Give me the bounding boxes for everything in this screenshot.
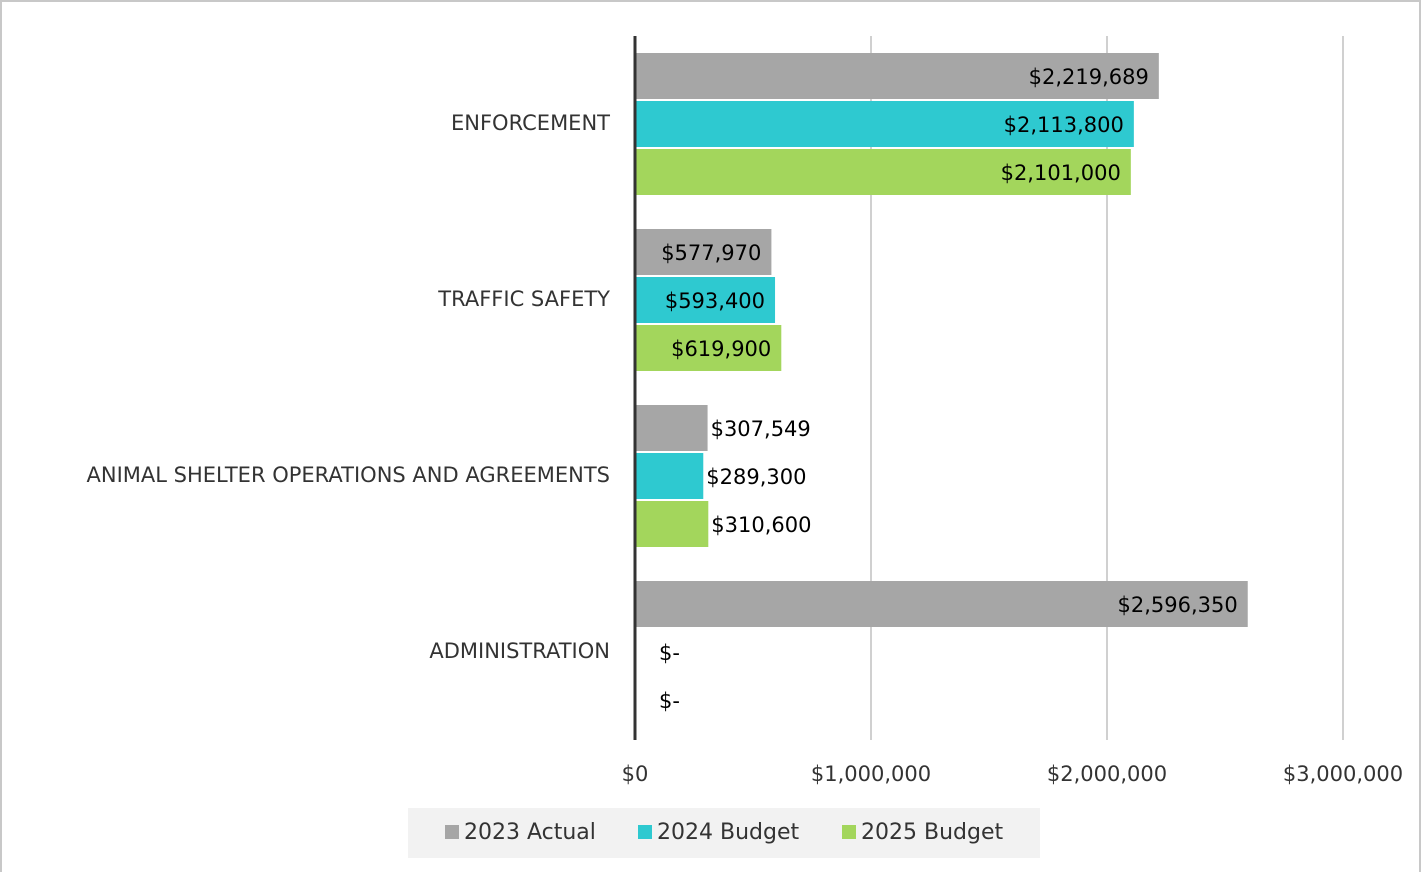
value-label: $- <box>659 689 680 713</box>
legend-label: 2023 Actual <box>464 820 596 845</box>
value-label: $310,600 <box>711 513 811 537</box>
bar <box>635 501 709 547</box>
bar <box>635 581 1248 627</box>
value-label: $577,970 <box>661 241 761 265</box>
bar <box>635 101 1134 147</box>
legend-swatch <box>445 825 459 839</box>
bar <box>635 229 772 275</box>
x-tick-label: $1,000,000 <box>811 762 931 786</box>
value-label: $2,101,000 <box>1001 161 1121 185</box>
bar <box>635 149 1131 195</box>
bar <box>635 325 782 371</box>
bar <box>635 53 1159 99</box>
legend-label: 2024 Budget <box>657 820 799 845</box>
legend-swatch <box>638 825 652 839</box>
category-label: ANIMAL SHELTER OPERATIONS AND AGREEMENTS <box>87 463 610 487</box>
value-label: $593,400 <box>665 289 765 313</box>
x-tick-label: $3,000,000 <box>1283 762 1403 786</box>
category-label: TRAFFIC SAFETY <box>437 287 610 311</box>
bar <box>635 453 704 499</box>
legend-label: 2025 Budget <box>861 820 1003 845</box>
value-label: $- <box>659 641 680 665</box>
value-label: $2,596,350 <box>1117 593 1237 617</box>
value-label: $289,300 <box>706 465 806 489</box>
value-label: $307,549 <box>711 417 811 441</box>
bar <box>635 277 776 323</box>
legend-swatch <box>842 825 856 839</box>
x-tick-label: $2,000,000 <box>1047 762 1167 786</box>
legend-box <box>408 808 1040 858</box>
value-label: $2,219,689 <box>1029 65 1149 89</box>
bar <box>635 405 708 451</box>
value-label: $2,113,800 <box>1004 113 1124 137</box>
value-label: $619,900 <box>671 337 771 361</box>
x-tick-label: $0 <box>622 762 649 786</box>
category-label: ADMINISTRATION <box>429 639 610 663</box>
category-label: ENFORCEMENT <box>451 111 610 135</box>
